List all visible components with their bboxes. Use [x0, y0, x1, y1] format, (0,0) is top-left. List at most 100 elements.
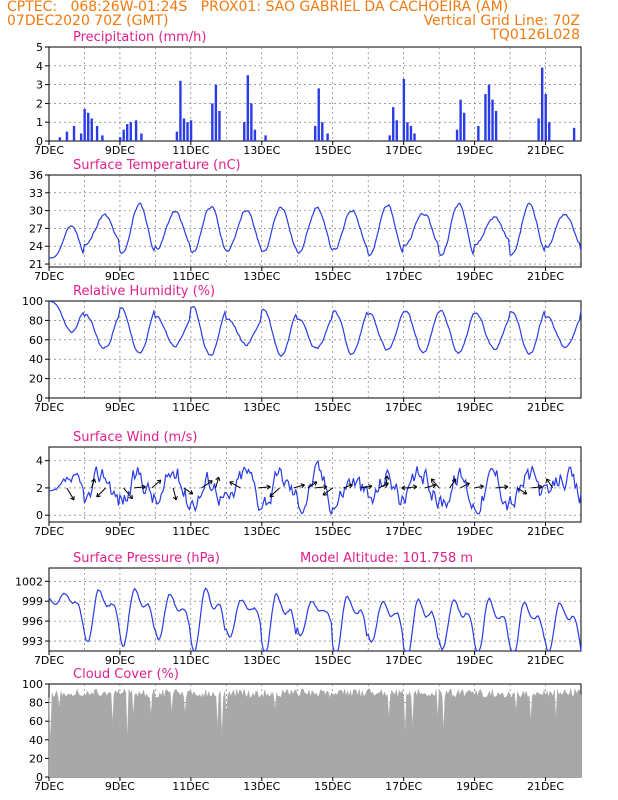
y-tick-label: 80	[29, 314, 43, 327]
wind-vector	[215, 476, 220, 489]
wind-vector	[516, 487, 528, 495]
precipitation-bar	[314, 125, 317, 141]
wind-vector	[322, 487, 334, 496]
precipitation-bar	[455, 129, 459, 141]
precipitation-bar	[65, 131, 69, 141]
wind-vector-head	[156, 479, 162, 485]
x-tick-label: 7DEC	[34, 525, 64, 538]
precipitation-bar	[462, 112, 466, 141]
precipitation-bar	[90, 118, 93, 141]
x-tick-label: 13DEC	[243, 525, 280, 538]
panel-title: Surface Wind (m/s)	[73, 430, 197, 445]
wind-vector-head	[215, 476, 221, 482]
x-tick-label: 9DEC	[105, 654, 135, 667]
y-tick-label: 2	[36, 97, 43, 110]
wind-vector-head	[412, 484, 418, 490]
x-tick-label: 11DEC	[172, 270, 209, 283]
wind-vector-head	[70, 495, 75, 501]
y-tick-label: 0	[36, 509, 43, 522]
panel-title: Surface Temperature (nC)	[73, 158, 241, 173]
precipitation-bar	[409, 125, 413, 141]
wind-vector-head	[538, 484, 543, 490]
wind-vector-head	[229, 481, 234, 486]
wind-vector	[460, 482, 470, 489]
precipitation-bar	[491, 99, 494, 141]
x-tick-label: 17DEC	[385, 270, 422, 283]
precipitation-bar	[175, 131, 179, 141]
y-tick-label: 4	[36, 455, 43, 468]
precipitation-bar	[214, 84, 218, 141]
precipitation-bar	[211, 103, 214, 141]
y-tick-label: 996	[22, 615, 43, 628]
precipitation-bar	[186, 122, 189, 141]
precipitation-bar	[95, 125, 99, 141]
wind-vector-head	[479, 484, 484, 490]
y-tick-label: 30	[29, 205, 43, 218]
y-tick-label: 33	[29, 187, 43, 200]
y-tick-label: 60	[29, 715, 43, 728]
y-tick-label: 4	[36, 60, 43, 73]
precipitation-bar	[413, 133, 416, 141]
y-tick-label: 3	[36, 79, 43, 92]
header-grid-line: Vertical Grid Line: 70Z	[423, 13, 580, 29]
panel-annotation: Model Altitude: 101.758 m	[300, 551, 473, 566]
precipitation-bar	[253, 129, 257, 141]
x-tick-label: 15DEC	[314, 270, 351, 283]
y-tick-label: 80	[29, 697, 43, 710]
wind-vector	[361, 485, 372, 489]
precipitation-bar	[72, 125, 76, 141]
wind-vector-head	[401, 485, 406, 491]
x-tick-label: 21DEC	[527, 525, 564, 538]
x-tick-label: 13DEC	[243, 654, 280, 667]
x-tick-label: 17DEC	[385, 654, 422, 667]
wind-vector	[66, 487, 75, 501]
precipitation-bar	[537, 118, 540, 141]
y-tick-label: 1	[36, 116, 43, 129]
series-line	[48, 300, 582, 358]
precipitation-bar	[250, 103, 253, 141]
wind-vector	[96, 487, 107, 498]
x-tick-label: 21DEC	[527, 144, 564, 157]
wind-vector	[495, 486, 508, 489]
x-tick-label: 17DEC	[385, 144, 422, 157]
precipitation-bar	[179, 80, 182, 141]
precipitation-bar	[402, 78, 406, 141]
wind-vector	[151, 479, 162, 489]
panel-title: Cloud Cover (%)	[73, 667, 179, 682]
y-tick-label: 1002	[15, 575, 43, 588]
wind-vector	[258, 486, 271, 489]
x-tick-label: 13DEC	[243, 780, 280, 793]
x-tick-label: 19DEC	[456, 780, 493, 793]
precipitation-bar	[477, 125, 480, 141]
wind-vector-head	[141, 484, 146, 490]
wind-vector	[430, 478, 440, 489]
x-tick-label: 21DEC	[527, 270, 564, 283]
precipitation-bar	[218, 110, 221, 141]
wind-vector-head	[128, 494, 133, 500]
precipitation-bar	[122, 129, 125, 141]
wind-vector	[134, 486, 146, 489]
precipitation-bar	[101, 135, 104, 141]
wind-vector-head	[546, 478, 551, 483]
precipitation-bar	[317, 88, 320, 141]
x-tick-label: 7DEC	[34, 780, 64, 793]
x-tick-label: 7DEC	[34, 654, 64, 667]
wind-vector-head	[208, 480, 213, 485]
x-tick-label: 21DEC	[527, 654, 564, 667]
x-tick-label: 19DEC	[456, 654, 493, 667]
panel-frame	[48, 567, 582, 652]
y-tick-label: 60	[29, 334, 43, 347]
precipitation-bar	[388, 135, 391, 141]
x-tick-label: 19DEC	[456, 525, 493, 538]
wind-vector	[307, 481, 318, 489]
wind-vector-head	[368, 484, 373, 490]
precipitation-bar	[395, 120, 398, 141]
precipitation-bar	[83, 109, 86, 141]
precipitation-bar	[189, 120, 193, 141]
wind-vector-head	[312, 481, 318, 486]
wind-vector	[123, 487, 133, 500]
x-tick-label: 15DEC	[314, 780, 351, 793]
y-tick-label: 20	[29, 752, 43, 765]
wind-vector-head	[348, 483, 353, 489]
